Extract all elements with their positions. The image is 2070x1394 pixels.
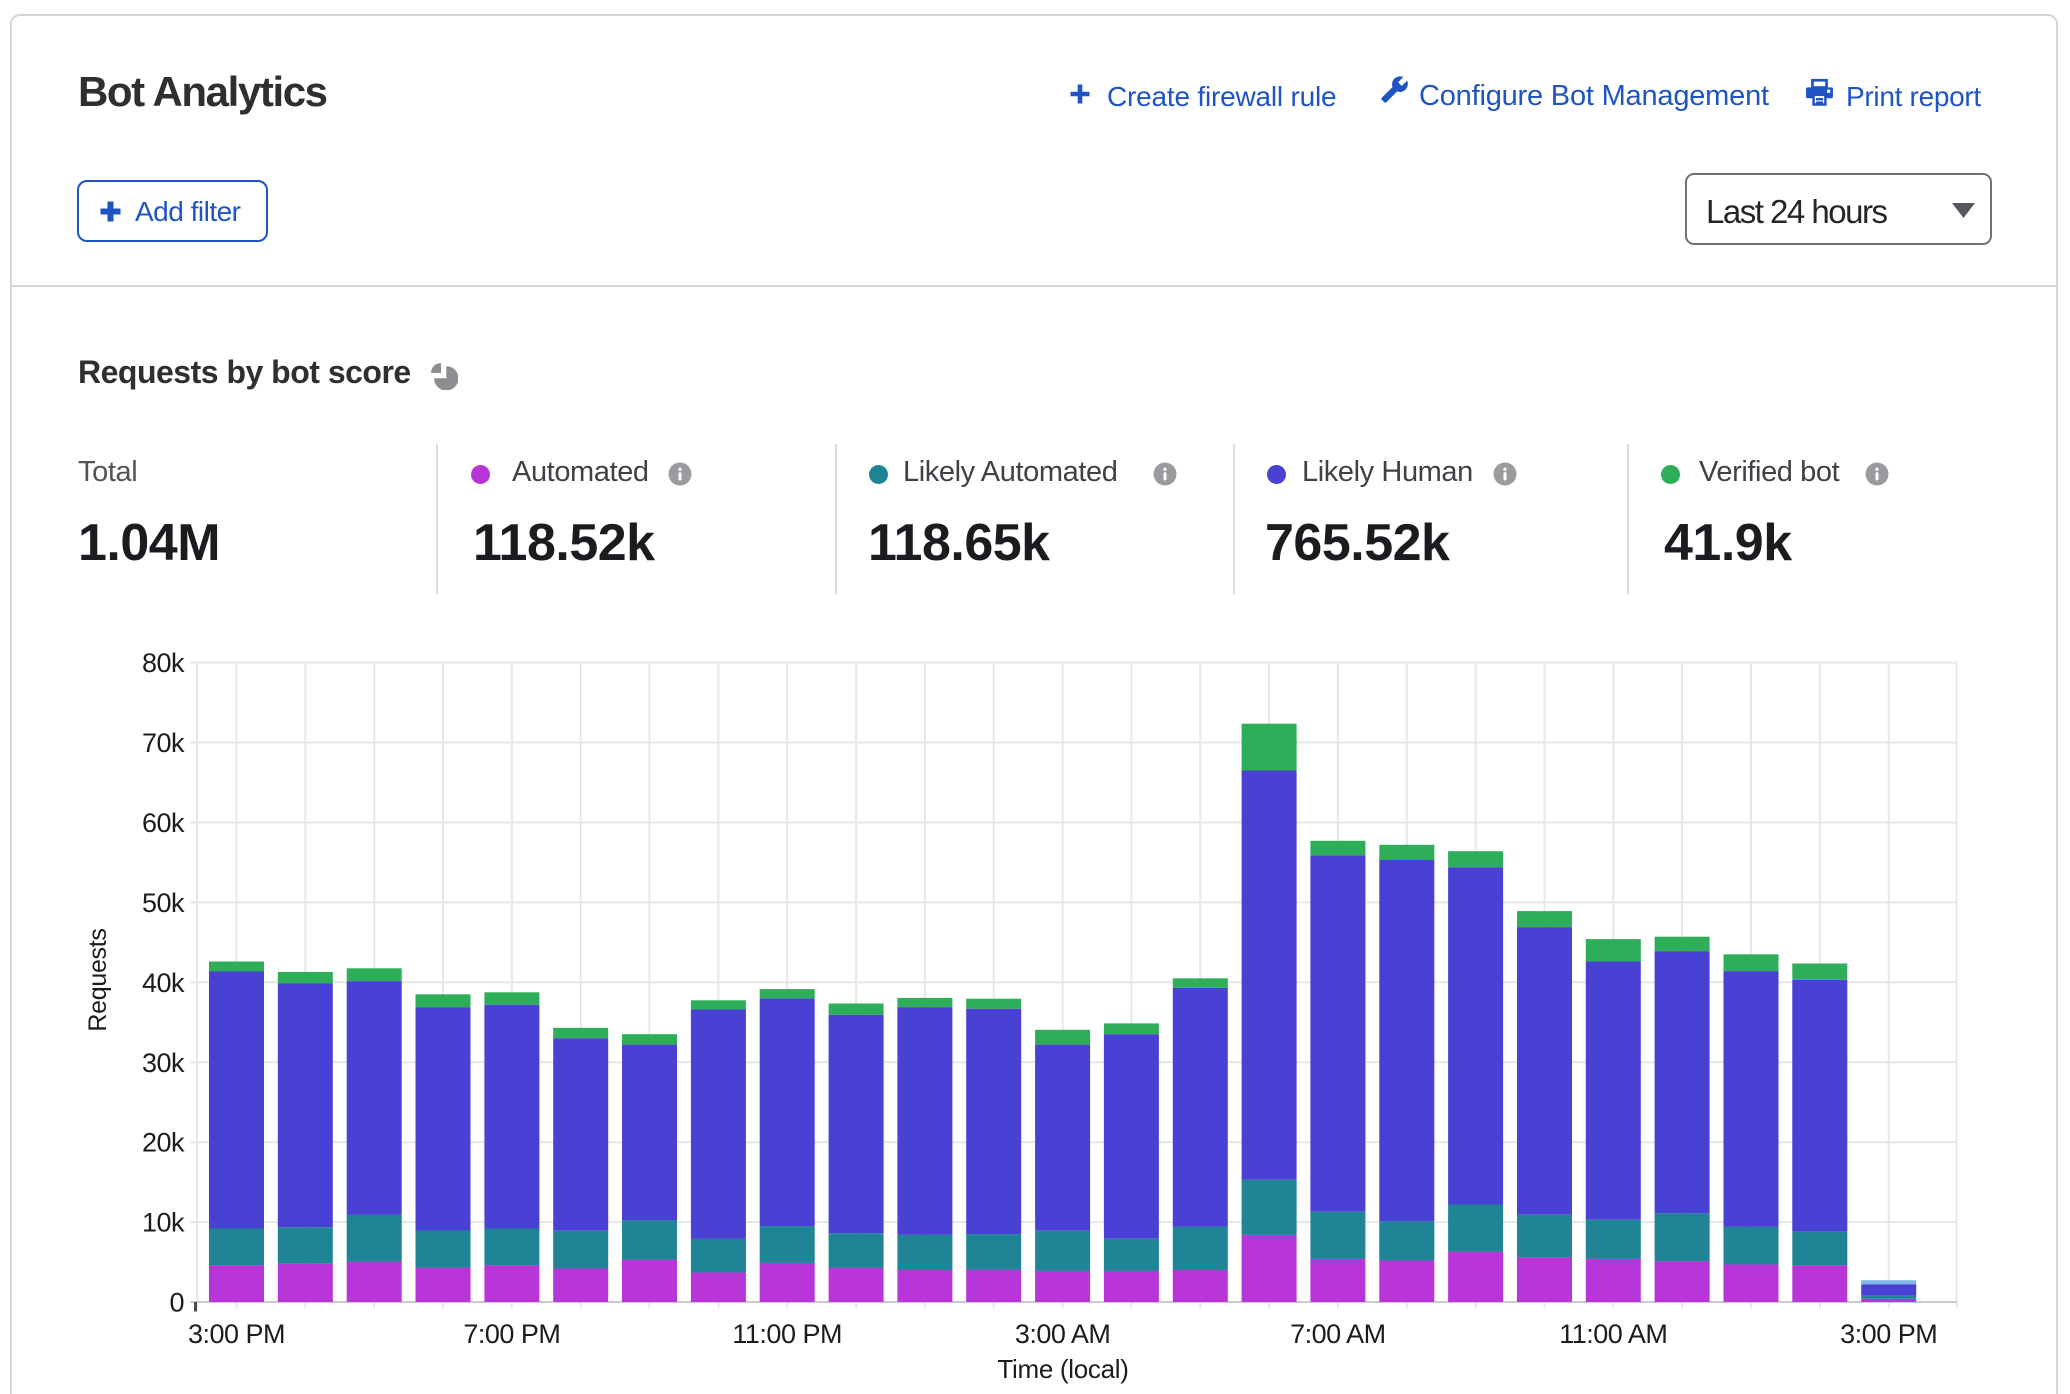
svg-text:3:00 PM: 3:00 PM (1840, 1319, 1937, 1349)
svg-text:11:00 PM: 11:00 PM (732, 1319, 842, 1349)
svg-text:70k: 70k (142, 728, 185, 758)
svg-text:7:00 AM: 7:00 AM (1290, 1319, 1386, 1349)
svg-text:3:00 AM: 3:00 AM (1015, 1319, 1111, 1349)
svg-text:10k: 10k (142, 1208, 185, 1238)
svg-text:20k: 20k (142, 1128, 185, 1158)
svg-text:Time (local): Time (local) (997, 1354, 1128, 1384)
svg-text:3:00 PM: 3:00 PM (188, 1319, 285, 1349)
svg-text:80k: 80k (142, 648, 185, 678)
svg-text:Requests: Requests (84, 928, 112, 1031)
svg-text:50k: 50k (142, 888, 185, 918)
svg-text:60k: 60k (142, 808, 185, 838)
svg-text:40k: 40k (142, 968, 185, 998)
svg-text:30k: 30k (142, 1048, 185, 1078)
svg-text:7:00 PM: 7:00 PM (463, 1319, 560, 1349)
svg-text:0: 0 (169, 1288, 184, 1318)
svg-text:11:00 AM: 11:00 AM (1559, 1319, 1667, 1349)
